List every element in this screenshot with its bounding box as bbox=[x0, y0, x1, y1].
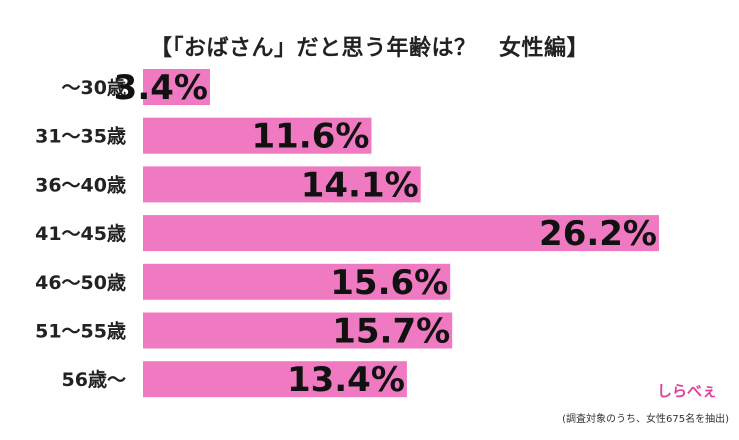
bar-0 bbox=[143, 69, 210, 105]
logo-text: しらべぇ bbox=[656, 381, 717, 400]
category-label-4: 46〜50歳 bbox=[35, 272, 126, 294]
value-label-2: 14.1% bbox=[301, 165, 419, 205]
chart-title: 【「おばさん」だと思う年齢は？ 女性編】 bbox=[149, 36, 589, 61]
category-label-3: 41〜45歳 bbox=[35, 223, 126, 245]
bar-3 bbox=[143, 215, 659, 252]
bar-4 bbox=[143, 263, 451, 300]
category-label-6: 56歳〜 bbox=[62, 369, 126, 391]
bar-1 bbox=[143, 117, 372, 154]
bar-6 bbox=[143, 361, 407, 398]
category-label-1: 31〜35歳 bbox=[35, 126, 126, 148]
category-label-5: 51〜55歳 bbox=[35, 321, 126, 343]
value-label-5: 15.7% bbox=[332, 312, 450, 352]
survey-note: (調査対象のうち、女性675名を抽出) bbox=[562, 414, 729, 425]
bar-5 bbox=[143, 312, 453, 349]
category-label-0: 〜30歳 bbox=[62, 77, 126, 99]
shirabee-logo: しらべぇ bbox=[648, 376, 726, 404]
value-label-3: 26.2% bbox=[539, 214, 657, 254]
bar-2 bbox=[143, 166, 421, 203]
value-label-6: 13.4% bbox=[287, 360, 405, 400]
value-label-1: 11.6% bbox=[251, 117, 369, 157]
value-label-0: 3.4% bbox=[114, 68, 208, 108]
value-label-4: 15.6% bbox=[330, 263, 448, 303]
category-label-2: 36〜40歳 bbox=[35, 174, 126, 196]
